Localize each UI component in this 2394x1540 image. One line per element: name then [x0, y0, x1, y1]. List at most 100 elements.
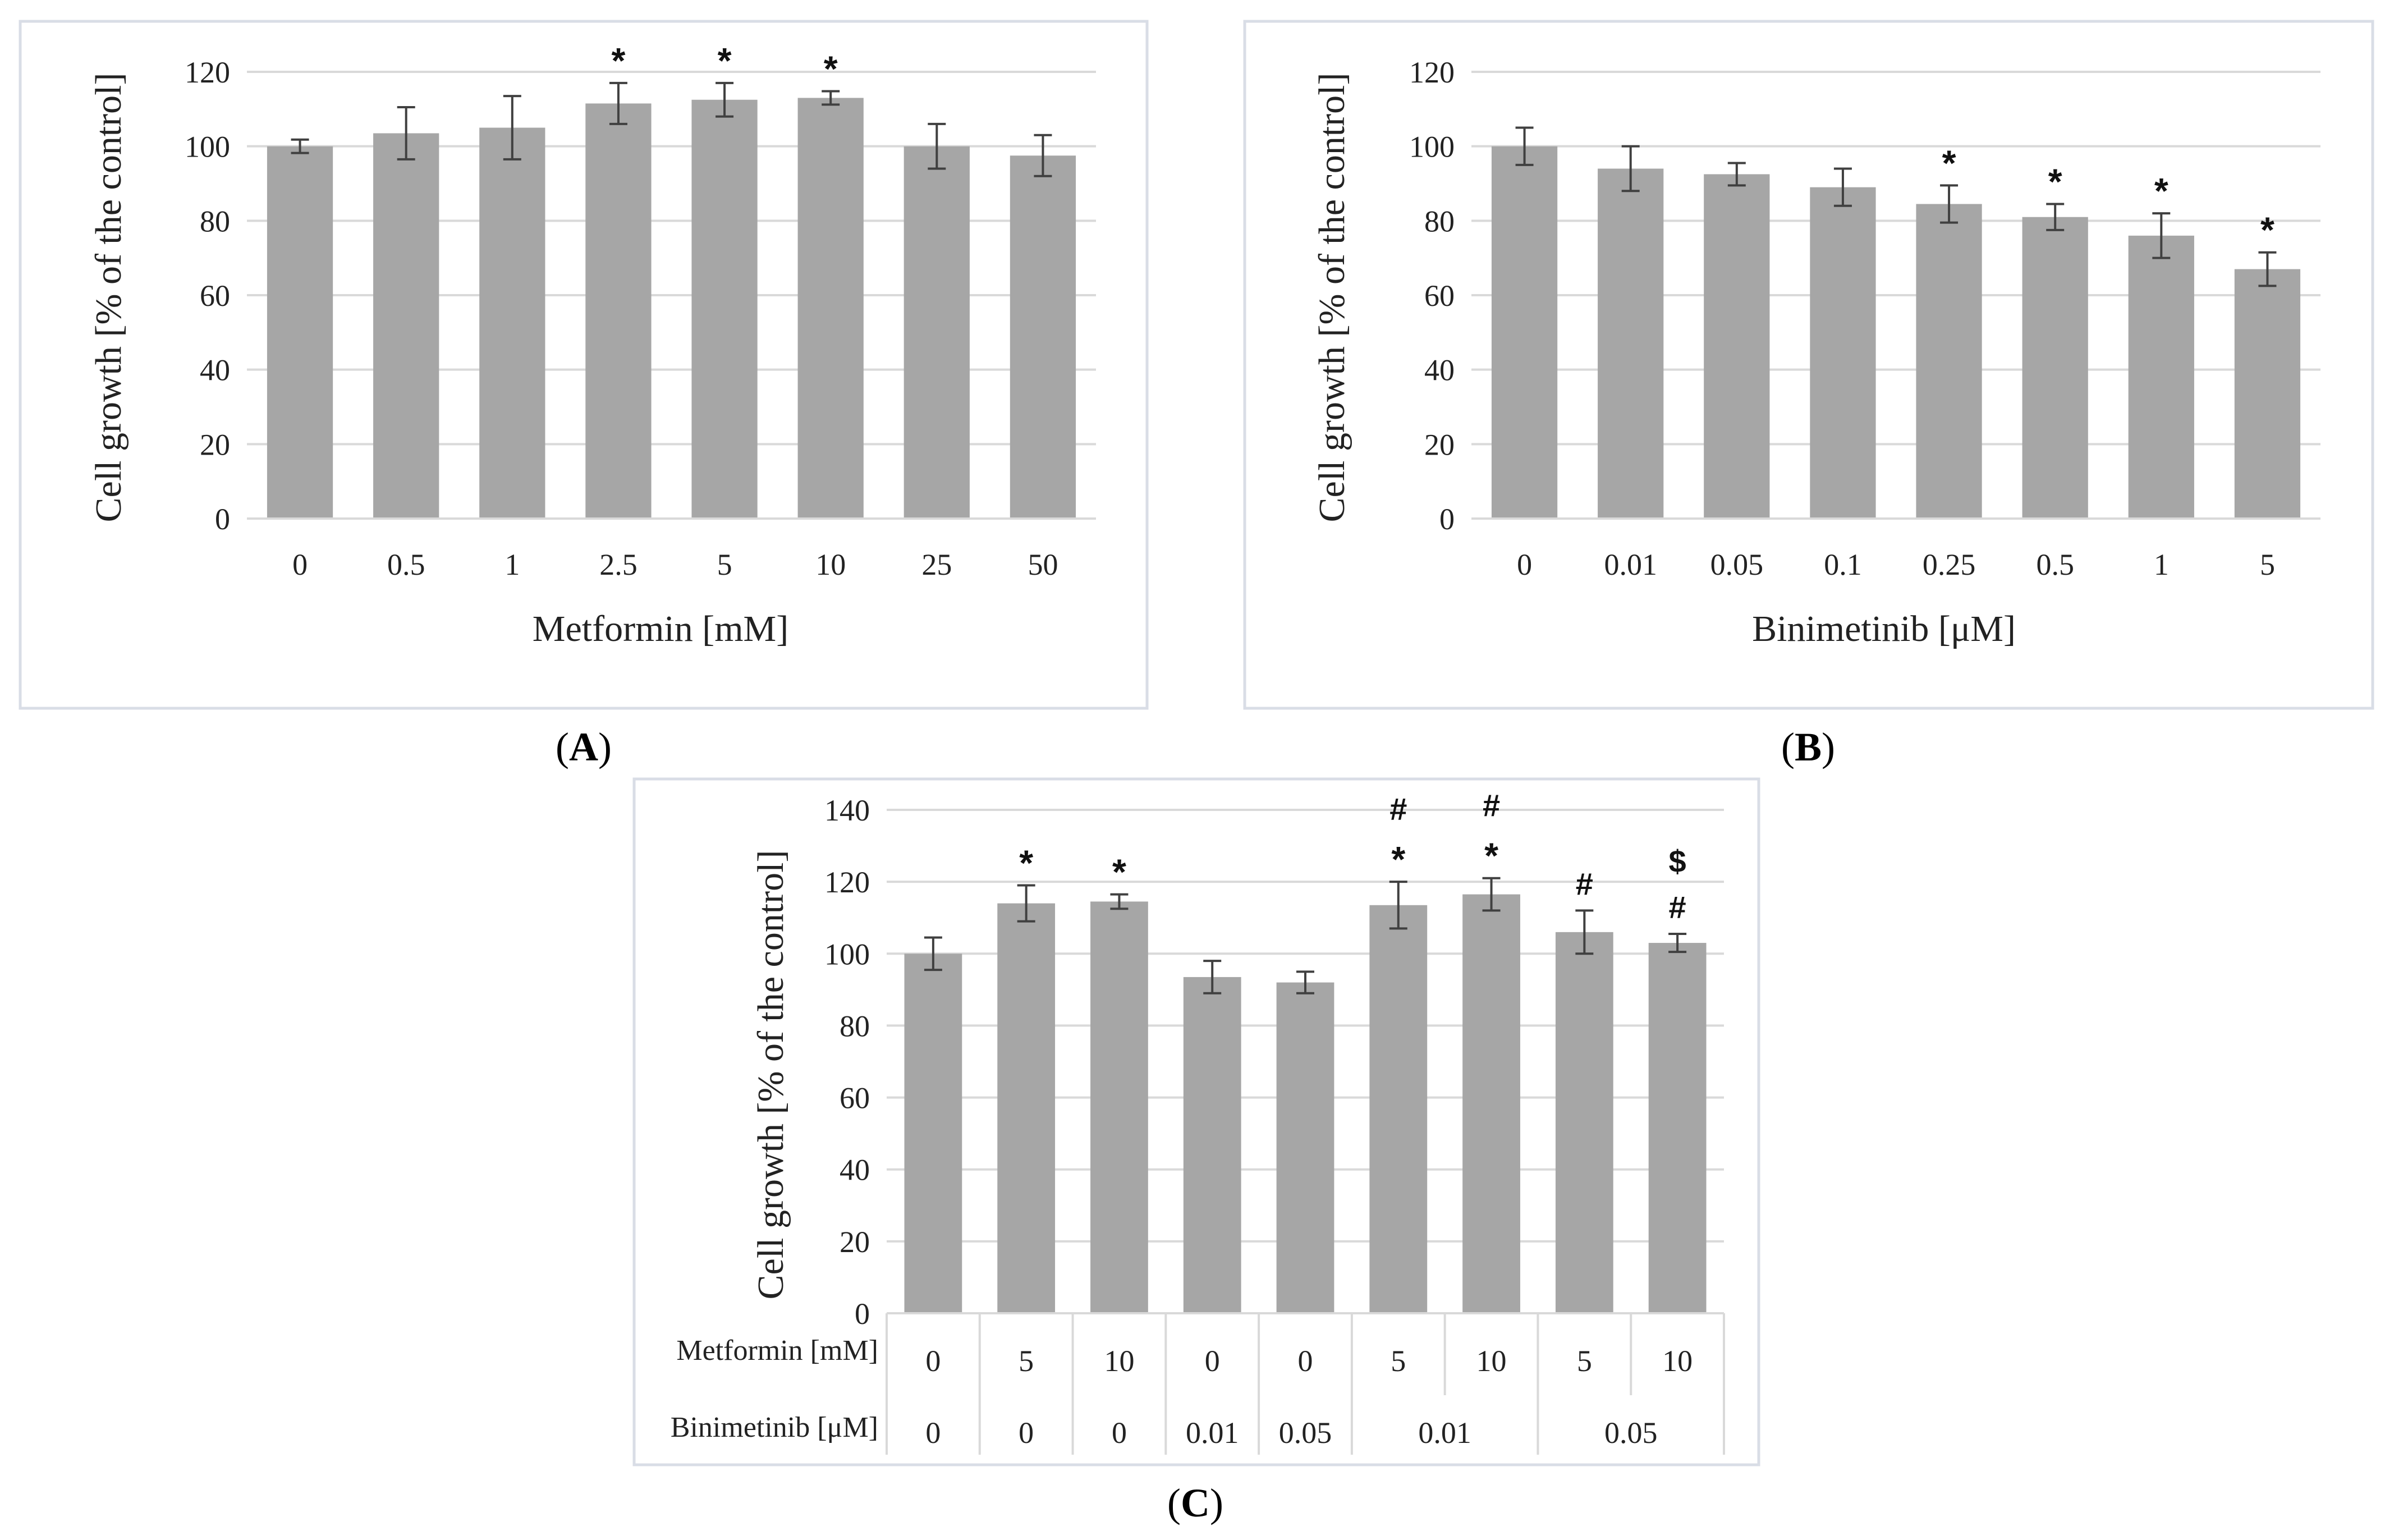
panel-c-ytick-label: 60	[840, 1081, 870, 1115]
panel-c-ylabel: Cell growth [% of the control]	[750, 850, 791, 1300]
panel-c-significance-mark: #	[1669, 890, 1686, 925]
panel-c-bar	[1648, 943, 1707, 1313]
panel-a-bar	[267, 146, 333, 519]
panel-c-significance-mark: #	[1389, 791, 1407, 827]
panel-c-frame	[632, 777, 1760, 1466]
panel-b-bar	[2234, 269, 2301, 519]
panel-b-significance-mark: *	[2048, 161, 2062, 201]
panel-a-letter: A	[569, 725, 598, 769]
panel-c-label: (C)	[1167, 1481, 1223, 1525]
panel-a-significance-mark: *	[611, 40, 625, 81]
panel-c-significance-mark: *	[1112, 852, 1126, 892]
panel-b-letter: B	[1795, 725, 1822, 769]
panel-b-significance-mark: *	[2260, 210, 2274, 250]
panel-c-bar	[1555, 932, 1613, 1313]
panel-c-ytick-label: 80	[840, 1009, 870, 1043]
panel-c-significance-mark: *	[1019, 843, 1033, 883]
panel-c-metformin-value: 5	[1391, 1344, 1406, 1378]
panel-b-xlabel: Binimetinib [μM]	[1752, 608, 2016, 649]
panel-b-bar	[2128, 235, 2194, 519]
panel-a-ytick-label: 100	[185, 130, 230, 164]
panel-c-bar	[1183, 977, 1241, 1313]
panel-c-bar	[1462, 894, 1520, 1313]
panel-b: 0 20 40 60 80 100 120 0 0.01 0.05 0.1 * 0.25 * 0.5 * 1 * 5…	[1243, 20, 2374, 769]
panel-c-ytick-label: 100	[824, 937, 870, 971]
panel-a-bar	[691, 99, 758, 519]
panel-a-category-label: 1	[505, 548, 520, 581]
panel-a-ytick-label: 0	[215, 502, 230, 536]
panel-a-xlabel: Metformin [mM]	[533, 608, 788, 649]
panel-a-label: (A)	[556, 725, 612, 769]
panel-b-bar	[1916, 204, 1982, 519]
panel-b-ytick-label: 40	[1424, 354, 1455, 387]
panel-a-bar	[797, 98, 864, 519]
panel-c-binimetinib-value: 0.05	[1604, 1416, 1658, 1450]
panel-b-category-label: 0.01	[1604, 548, 1657, 581]
panel-c-binimetinib-value: 0.01	[1418, 1416, 1471, 1450]
panel-a-bar	[373, 133, 439, 519]
panel-c-metformin-value: 10	[1662, 1344, 1693, 1378]
panel-c-row-label-binimetinib: Binimetinib [μM]	[671, 1411, 878, 1443]
panel-c-metformin-value: 0	[925, 1344, 941, 1378]
panel-c-metformin-value: 5	[1019, 1344, 1034, 1378]
panel-b-bar	[2022, 217, 2088, 519]
panel-c-binimetinib-value: 0.05	[1279, 1416, 1332, 1450]
panel-c-metformin-value: 0	[1298, 1344, 1313, 1378]
panel-c-significance-mark: #	[1483, 788, 1500, 823]
panel-c-ytick-label: 20	[840, 1225, 870, 1259]
panel-b-ytick-label: 120	[1409, 56, 1455, 89]
panel-b-category-label: 0	[1517, 548, 1532, 581]
panel-c-binimetinib-value: 0	[1019, 1416, 1034, 1450]
panel-b-label: (B)	[1781, 725, 1835, 769]
panel-b-bar	[1704, 174, 1770, 519]
panel-a-bar	[585, 103, 652, 519]
panel-a-ylabel: Cell growth [% of the control]	[88, 73, 129, 522]
panel-c-ytick-label: 0	[855, 1297, 870, 1331]
panel-c-metformin-value: 10	[1104, 1344, 1134, 1378]
panel-c-significance-mark: *	[1484, 836, 1498, 876]
panel-a-bar	[1010, 155, 1076, 519]
panel-c-metformin-value: 10	[1476, 1344, 1507, 1378]
panel-c-ytick-label: 140	[824, 794, 870, 827]
panel-a-plot: 0 20 40 60 80 100 120 0 0.5 1 * 2.5 * 5 * 10 25 50	[185, 40, 1096, 581]
panel-b-ytick-label: 20	[1424, 428, 1455, 461]
panel-a-category-label: 25	[921, 548, 952, 581]
panel-a: 0 20 40 60 80 100 120 0 0.5 1 * 2.5 * 5 * 10 25 50 Cell g…	[19, 20, 1149, 769]
panel-c-binimetinib-value: 0.01	[1186, 1416, 1239, 1450]
panel-b-significance-mark: *	[2154, 171, 2168, 211]
panel-c-ytick-label: 40	[840, 1153, 870, 1187]
panel-a-ytick-label: 40	[200, 354, 230, 387]
panel-c-bar	[1090, 901, 1148, 1313]
panel-a-category-label: 0.5	[387, 548, 425, 581]
panel-c-bar	[997, 903, 1056, 1313]
panel-b-frame	[1243, 20, 2374, 710]
panel-c-significance-mark: $	[1669, 844, 1686, 879]
panel-c-letter: C	[1181, 1481, 1210, 1525]
panel-c-row-label-metformin: Metformin [mM]	[676, 1335, 878, 1367]
panel-a-ytick-label: 20	[200, 428, 230, 461]
panel-b-bar	[1491, 146, 1558, 519]
panel-c-ytick-label: 120	[824, 865, 870, 899]
panel-a-significance-mark: *	[718, 40, 732, 81]
panel-c-bar	[1276, 982, 1334, 1313]
panel-a-category-label: 5	[717, 548, 732, 581]
panel-a-frame	[19, 20, 1149, 710]
panel-b-ytick-label: 60	[1424, 279, 1455, 313]
panel-a-ytick-label: 120	[185, 56, 230, 89]
panel-c-bar	[1369, 905, 1428, 1313]
panel-b-ytick-label: 0	[1439, 502, 1455, 536]
panel-b-ytick-label: 80	[1424, 204, 1455, 238]
panel-b-category-label: 0.05	[1710, 548, 1764, 581]
panel-c-significance-mark: #	[1576, 866, 1593, 901]
panel-a-bar	[479, 127, 545, 519]
panel-b-significance-mark: *	[1942, 143, 1956, 183]
panel-b-bar	[1810, 187, 1876, 519]
panel-a-category-label: 0	[292, 548, 308, 581]
panel-a-category-label: 2.5	[599, 548, 638, 581]
panel-c-binimetinib-value: 0	[1112, 1416, 1127, 1450]
panel-b-ylabel: Cell growth [% of the control]	[1311, 73, 1352, 522]
panel-c-bar	[904, 954, 962, 1313]
